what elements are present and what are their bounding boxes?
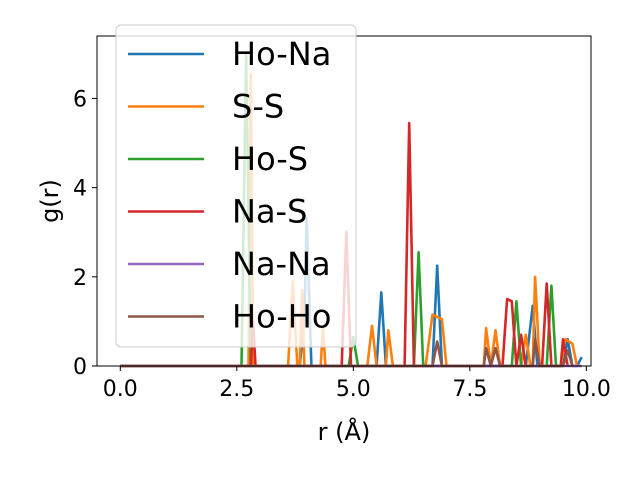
legend-label: Ho-Na — [232, 35, 331, 73]
x-tick-label: 5.0 — [336, 377, 371, 402]
y-tick-label: 4 — [73, 177, 87, 202]
legend-label: Ho-Ho — [232, 298, 331, 336]
x-tick-label: 2.5 — [219, 377, 254, 402]
legend-label: Na-Na — [232, 245, 331, 283]
x-axis: 0.0 2.5 5.0 7.5 10.0 — [103, 366, 611, 402]
legend-label: S-S — [232, 88, 284, 126]
x-tick-label: 10.0 — [562, 377, 611, 402]
y-axis-label: g(r) — [36, 179, 64, 223]
legend-label: Ho-S — [232, 140, 308, 178]
y-axis: 0 2 4 6 — [73, 87, 97, 380]
legend: Ho-Na S-S Ho-S Na-S Na-Na Ho-Ho — [115, 24, 357, 348]
y-tick-label: 2 — [73, 266, 87, 291]
y-tick-label: 0 — [73, 355, 87, 380]
y-tick-label: 6 — [73, 87, 87, 112]
x-axis-label: r (Å) — [318, 417, 371, 446]
x-tick-label: 7.5 — [452, 377, 487, 402]
x-tick-label: 0.0 — [103, 377, 138, 402]
legend-label: Na-S — [232, 193, 307, 231]
